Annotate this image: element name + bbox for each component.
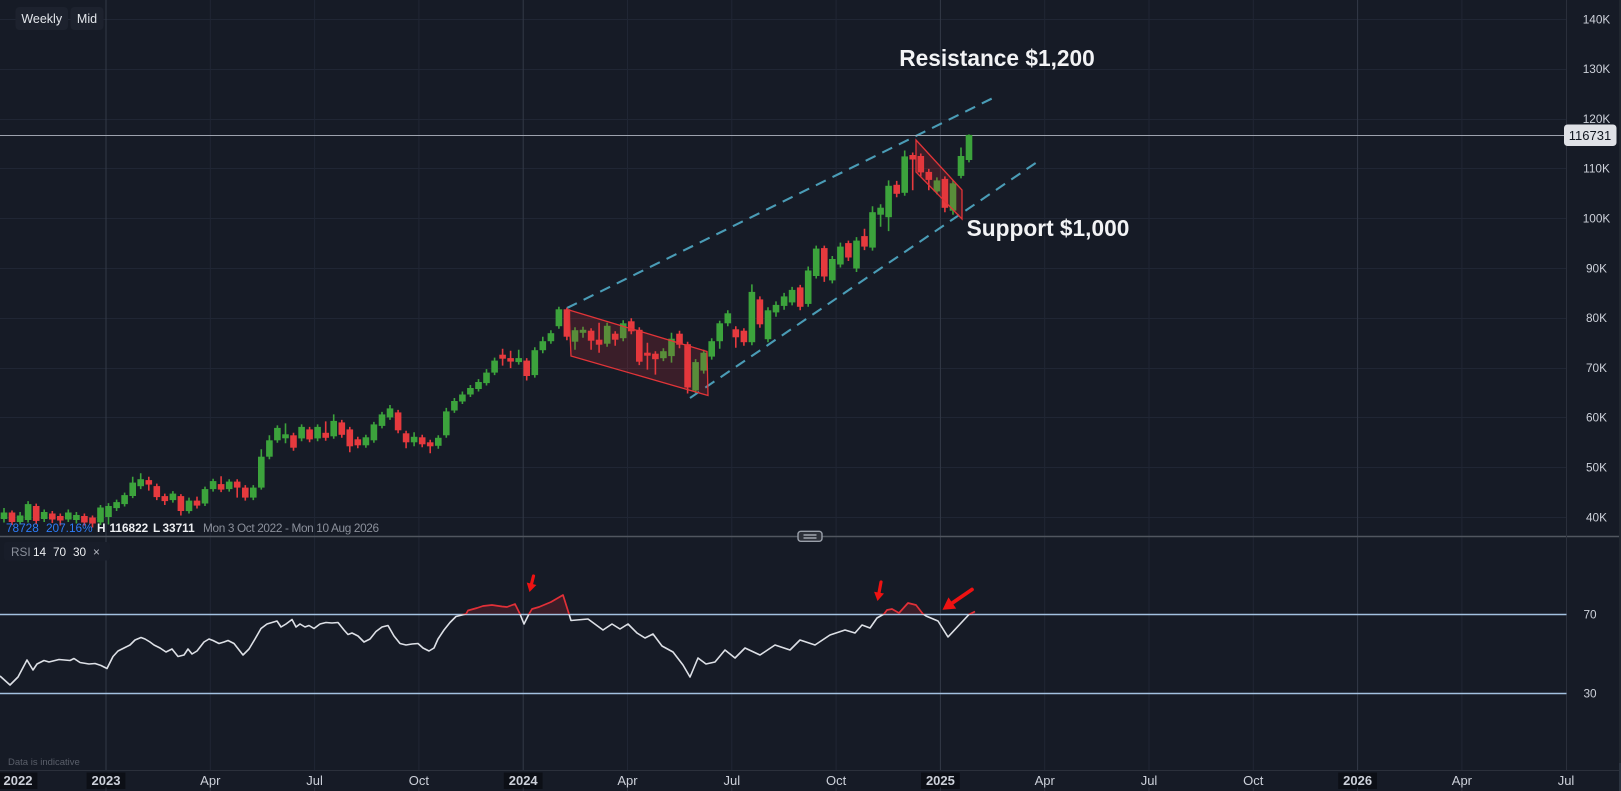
svg-text:2025: 2025 [926, 773, 955, 788]
svg-text:Jul: Jul [306, 773, 323, 788]
svg-text:Resistance $1,200: Resistance $1,200 [899, 45, 1095, 71]
svg-text:90K: 90K [1586, 261, 1607, 275]
svg-text:207.16%: 207.16% [46, 521, 93, 535]
svg-text:Mon 3 Oct 2022 - Mon 10 Aug 20: Mon 3 Oct 2022 - Mon 10 Aug 2026 [203, 521, 379, 535]
svg-text:Apr: Apr [1452, 773, 1473, 788]
svg-text:70K: 70K [1586, 361, 1607, 375]
svg-text:70: 70 [53, 545, 67, 559]
svg-text:Apr: Apr [200, 773, 221, 788]
svg-text:80K: 80K [1586, 311, 1607, 325]
svg-text:60K: 60K [1586, 411, 1607, 425]
svg-text:100K: 100K [1583, 212, 1611, 226]
svg-text:110K: 110K [1583, 162, 1610, 176]
svg-text:33711: 33711 [163, 521, 196, 535]
svg-text:50K: 50K [1586, 461, 1607, 475]
svg-text:130K: 130K [1583, 62, 1611, 76]
svg-text:×: × [93, 545, 100, 559]
svg-text:70: 70 [1583, 608, 1597, 622]
svg-text:30: 30 [73, 545, 87, 559]
svg-text:L: L [153, 521, 160, 535]
svg-text:30: 30 [1583, 687, 1597, 701]
svg-text:116822: 116822 [110, 521, 149, 535]
svg-text:Oct: Oct [826, 773, 847, 788]
svg-text:H: H [97, 521, 106, 535]
svg-text:116731: 116731 [1569, 128, 1611, 143]
svg-text:Weekly: Weekly [21, 12, 63, 26]
svg-text:Apr: Apr [1035, 773, 1056, 788]
svg-text:2022: 2022 [4, 773, 33, 788]
svg-text:Jul: Jul [1141, 773, 1158, 788]
svg-text:Support $1,000: Support $1,000 [967, 215, 1130, 241]
svg-text:Data is indicative: Data is indicative [8, 757, 80, 768]
svg-text:Oct: Oct [409, 773, 430, 788]
svg-text:140K: 140K [1583, 12, 1611, 26]
svg-text:2023: 2023 [92, 773, 121, 788]
svg-text:2026: 2026 [1343, 773, 1372, 788]
svg-text:RSI: RSI [11, 545, 31, 559]
svg-text:2024: 2024 [509, 773, 539, 788]
svg-text:Jul: Jul [723, 773, 740, 788]
svg-text:120K: 120K [1583, 112, 1611, 126]
svg-text:Apr: Apr [617, 773, 638, 788]
svg-text:14: 14 [33, 545, 47, 559]
svg-text:Mid: Mid [77, 12, 97, 26]
svg-text:40K: 40K [1586, 510, 1607, 524]
svg-text:Jul: Jul [1558, 773, 1575, 788]
svg-text:Oct: Oct [1243, 773, 1264, 788]
svg-text:78728: 78728 [6, 521, 39, 535]
